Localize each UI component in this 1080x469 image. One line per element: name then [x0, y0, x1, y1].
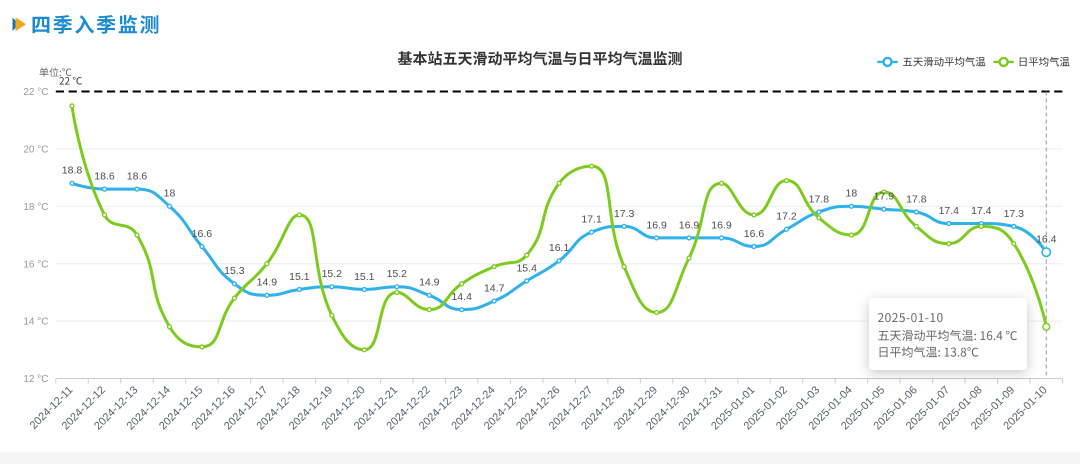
- svg-text:18: 18: [164, 188, 176, 200]
- svg-text:15.4: 15.4: [516, 262, 537, 274]
- svg-text:18.6: 18.6: [94, 171, 115, 183]
- svg-text:18.6: 18.6: [127, 171, 148, 183]
- svg-text:17.4: 17.4: [939, 205, 960, 217]
- svg-text:17.4: 17.4: [971, 205, 992, 217]
- svg-text:16.4: 16.4: [1036, 234, 1057, 246]
- svg-text:17.3: 17.3: [614, 208, 635, 220]
- svg-text:14.9: 14.9: [257, 277, 278, 289]
- svg-text:22 °C: 22 °C: [23, 87, 48, 98]
- svg-text:17.3: 17.3: [1004, 208, 1025, 220]
- svg-text:14.7: 14.7: [484, 282, 505, 294]
- svg-text:14.9: 14.9: [419, 277, 440, 289]
- svg-text:15.2: 15.2: [387, 268, 408, 280]
- svg-text:17.8: 17.8: [906, 193, 927, 205]
- svg-text:15.1: 15.1: [289, 271, 310, 283]
- svg-text:17.8: 17.8: [809, 193, 830, 205]
- svg-text:17.2: 17.2: [776, 211, 797, 223]
- svg-text:15.2: 15.2: [322, 268, 343, 280]
- svg-text:16.6: 16.6: [192, 228, 213, 240]
- svg-text:16.1: 16.1: [549, 242, 570, 254]
- svg-text:14.4: 14.4: [451, 291, 472, 303]
- svg-text:15.1: 15.1: [354, 271, 375, 283]
- svg-text:18.8: 18.8: [62, 165, 83, 177]
- svg-text:14 °C: 14 °C: [23, 317, 48, 328]
- svg-text:15.3: 15.3: [224, 265, 245, 277]
- svg-text:18 °C: 18 °C: [23, 202, 48, 213]
- svg-text:12 °C: 12 °C: [23, 374, 48, 385]
- svg-text:20 °C: 20 °C: [23, 145, 48, 156]
- svg-text:16.9: 16.9: [711, 219, 732, 231]
- svg-text:17.1: 17.1: [581, 214, 602, 226]
- svg-text:16 °C: 16 °C: [23, 259, 48, 270]
- svg-text:17.9: 17.9: [874, 191, 895, 203]
- svg-text:16.9: 16.9: [646, 219, 667, 231]
- svg-text:18: 18: [846, 188, 858, 200]
- svg-text:16.9: 16.9: [679, 219, 700, 231]
- svg-text:16.6: 16.6: [744, 228, 765, 240]
